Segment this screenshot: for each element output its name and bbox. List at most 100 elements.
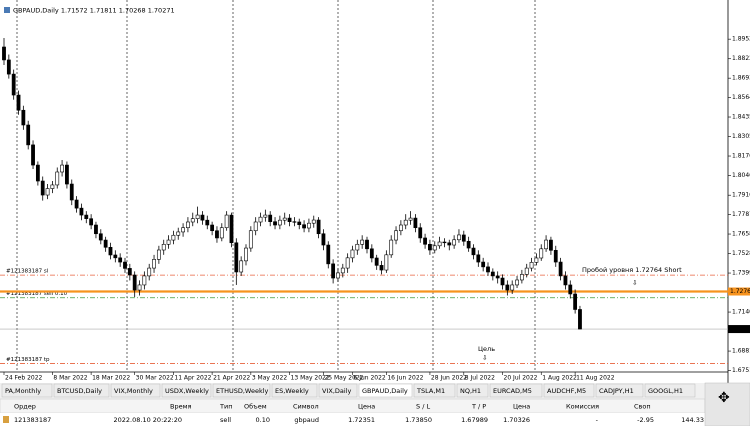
candle-body xyxy=(11,73,16,96)
candle-body xyxy=(273,221,277,226)
candle-body xyxy=(123,261,127,269)
tab-label[interactable]: EURCAD,M5 xyxy=(493,387,532,395)
tab[interactable] xyxy=(358,383,413,398)
time-label: 24 Feb 2022 xyxy=(5,375,43,382)
candle-body xyxy=(21,109,26,126)
candle-body xyxy=(568,284,573,295)
column-header: T / P xyxy=(471,403,486,411)
candle-body xyxy=(60,164,64,173)
tab-label[interactable]: VIX,Monthly xyxy=(114,387,153,395)
cell: gbpaud xyxy=(294,416,319,424)
candle-body xyxy=(423,237,427,245)
candle-body xyxy=(79,207,84,216)
candle-body xyxy=(573,293,578,310)
cell: 144.33 xyxy=(681,416,704,424)
candle-body xyxy=(340,267,345,274)
tab[interactable] xyxy=(318,383,358,398)
tab-label[interactable]: ETHUSD,Weekly xyxy=(216,387,269,395)
panel-control[interactable] xyxy=(704,382,750,426)
candle-body xyxy=(234,242,239,273)
tab[interactable] xyxy=(644,383,696,398)
cell: 1.70326 xyxy=(503,416,530,424)
candle-body xyxy=(365,239,369,250)
candle-body xyxy=(127,268,132,276)
candle-body xyxy=(549,239,553,251)
candle-body xyxy=(437,241,442,247)
candle-body xyxy=(418,227,423,239)
column-header: Тип xyxy=(219,403,232,411)
tab[interactable] xyxy=(413,383,456,398)
candle-body xyxy=(519,274,524,281)
candle-body xyxy=(495,275,500,279)
candle-body xyxy=(369,248,374,259)
price-label: 1.8564 xyxy=(732,94,750,101)
tab[interactable] xyxy=(161,383,212,398)
tab-label[interactable]: USDX,Weekly xyxy=(165,387,209,395)
tab[interactable] xyxy=(1,383,53,398)
tab-label[interactable]: NQ,H1 xyxy=(460,387,481,395)
candle-body xyxy=(195,214,200,219)
candle-body xyxy=(215,230,219,239)
candle-body xyxy=(466,240,471,249)
candle-body xyxy=(84,214,89,219)
candle-body xyxy=(55,171,60,186)
tab-label[interactable]: VIX,Daily xyxy=(322,387,351,395)
price-label: 1.7528 xyxy=(732,250,750,257)
candle-body xyxy=(171,234,176,241)
arrow-down: ⇩ xyxy=(482,354,487,362)
candle-body xyxy=(287,217,292,222)
candle-body xyxy=(244,247,248,262)
time-label: 8 Mar 2022 xyxy=(53,375,87,382)
tab-label[interactable]: TSLA,M1 xyxy=(416,387,445,395)
time-label: 3 May 2022 xyxy=(252,375,287,382)
tab-label[interactable]: CADJPY,H1 xyxy=(599,387,634,395)
candle-body xyxy=(413,217,418,229)
candle-body xyxy=(326,244,331,265)
column-header: Время xyxy=(170,403,191,411)
order-level-label: #121383187 sl xyxy=(6,269,49,275)
tab[interactable] xyxy=(53,383,110,398)
tab-label[interactable]: AUDCHF,M5 xyxy=(547,387,586,395)
period-separators xyxy=(16,0,536,372)
candle-body xyxy=(355,243,360,251)
price-label: 1.6751 xyxy=(732,367,750,374)
tab-label[interactable]: GBPAUD,Daily xyxy=(362,387,408,395)
tab-label[interactable]: ES,Weekly xyxy=(275,387,309,395)
column-header: Цена xyxy=(358,403,375,411)
tab[interactable] xyxy=(543,383,595,398)
cell: - xyxy=(596,416,599,424)
candle-body xyxy=(360,239,365,245)
candle-body xyxy=(137,284,142,291)
candle-body xyxy=(553,250,558,263)
tab-label[interactable]: BTCUSD,Daily xyxy=(57,387,102,395)
candle-body xyxy=(74,199,79,209)
column-header: Объем xyxy=(244,403,267,411)
tab[interactable] xyxy=(489,383,543,398)
candle-body xyxy=(31,144,35,166)
tab[interactable] xyxy=(456,383,489,398)
tab-label[interactable]: GOOGL,H1 xyxy=(648,387,683,395)
tab[interactable] xyxy=(212,383,271,398)
candle-body xyxy=(186,221,190,229)
tab[interactable] xyxy=(271,383,318,398)
candle-body xyxy=(98,233,103,241)
current-price-label: 1.7027 xyxy=(730,326,750,333)
tab[interactable] xyxy=(595,383,644,398)
column-header: Своп xyxy=(634,403,651,411)
tab[interactable] xyxy=(110,383,161,398)
candle-body xyxy=(331,263,336,279)
chart-icon xyxy=(4,7,10,13)
time-label: 11 Aug 2022 xyxy=(576,375,615,382)
candle-body xyxy=(578,309,582,330)
column-header: Комиссия xyxy=(566,403,599,411)
level-box-label: 1.7276 xyxy=(730,288,750,295)
time-label: 21 Apr 2022 xyxy=(213,375,250,382)
candle-body xyxy=(108,246,113,256)
price-label: 1.7399 xyxy=(732,270,750,277)
candle-body xyxy=(432,245,437,251)
chart-bg xyxy=(0,0,750,383)
tab-label[interactable]: PA,Monthly xyxy=(5,387,41,395)
move-icon[interactable]: ✥ xyxy=(718,390,730,406)
cell: 0.10 xyxy=(256,416,270,424)
